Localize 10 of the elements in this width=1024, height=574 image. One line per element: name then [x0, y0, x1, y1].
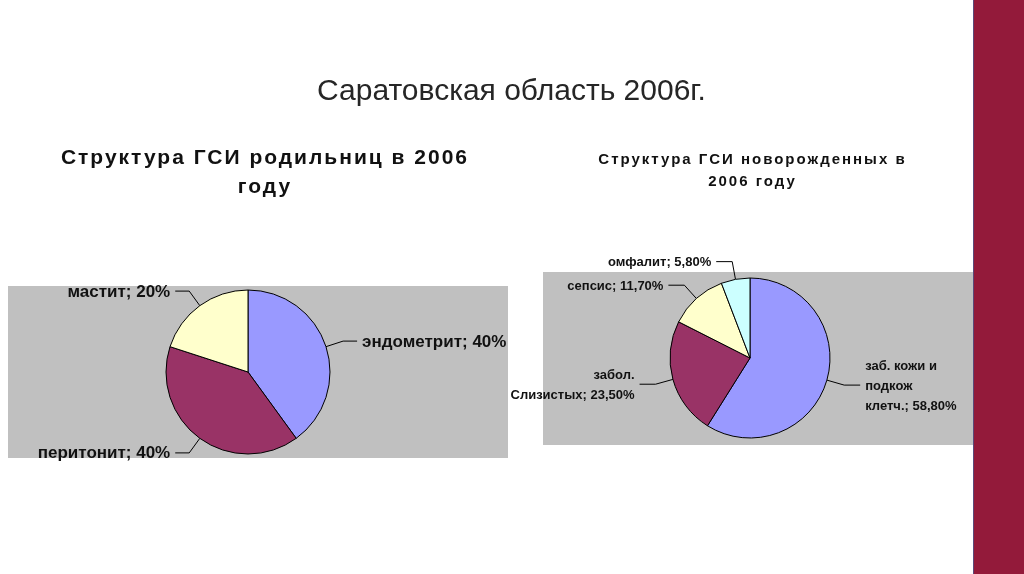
slice-label: эндометрит; 40%	[362, 331, 507, 351]
chart-title: Структура ГСИ родильниц в 2006 году	[59, 144, 471, 199]
slice-label: омфалит; 5,80%	[607, 254, 712, 270]
slice-label: сепсис; 11,70%	[567, 277, 664, 293]
chart-title: Структура ГСИ новорожденных в 2006 году	[597, 149, 908, 191]
slice-label: перитонит; 40%	[37, 443, 171, 463]
slice-label: мастит; 20%	[67, 281, 171, 301]
slice-label: забол. Слизистых; 23,50%	[510, 366, 635, 402]
text: Саратовская область 2006г.	[317, 73, 706, 107]
slice-label: заб. кожи и подкож клетч.; 58,80%	[865, 357, 957, 413]
